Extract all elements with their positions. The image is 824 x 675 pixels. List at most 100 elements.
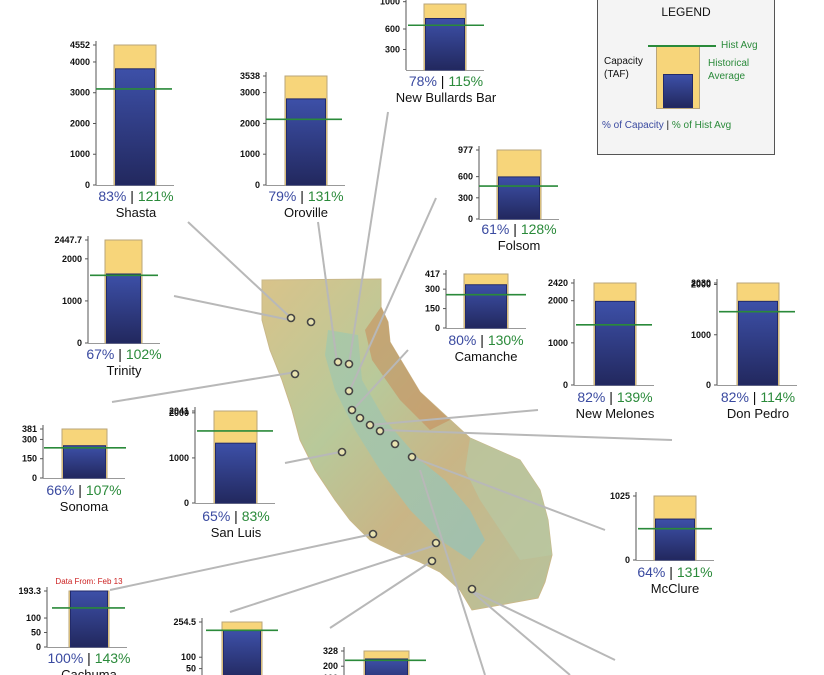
reservoir-name: Shasta xyxy=(116,205,157,220)
reservoir-name: Sonoma xyxy=(60,499,109,514)
tick-label: 0 xyxy=(468,214,473,224)
tick-label: 200 xyxy=(323,661,338,671)
pct-hist-avg: 121% xyxy=(138,188,174,204)
reservoir-name: Oroville xyxy=(284,205,328,220)
tick-label: 2000 xyxy=(548,296,568,306)
tick-label: 254.5 xyxy=(173,617,196,627)
tick-label: 1000 xyxy=(240,149,260,159)
pct-capacity: 83% xyxy=(98,188,126,204)
pct-separator: | xyxy=(126,188,137,204)
storage-bar xyxy=(365,658,408,675)
legend-separator: | xyxy=(666,120,670,131)
reservoir-chart: 2420 2000 1000 0 82% | 139%New Melones xyxy=(548,278,655,421)
pct-hist-avg: 107% xyxy=(86,482,122,498)
tick-label: 0 xyxy=(36,642,41,652)
pct-hist-avg: 102% xyxy=(126,346,162,362)
tick-label: 0 xyxy=(255,180,260,190)
tick-label: 2000 xyxy=(169,408,189,418)
storage-bar xyxy=(215,442,256,504)
tick-label: 381 xyxy=(22,424,37,434)
tick-label: 3538 xyxy=(240,71,260,81)
pct-capacity: 64% xyxy=(637,564,665,580)
tick-label: 150 xyxy=(425,304,440,314)
pct-hist-avg: 139% xyxy=(617,389,653,405)
tick-label: 193.3 xyxy=(18,586,41,596)
storage-bar xyxy=(498,176,540,220)
tick-label: 100 xyxy=(181,652,196,662)
reservoir-name: Don Pedro xyxy=(727,406,789,421)
pct-hist-avg: 115% xyxy=(448,73,483,89)
tick-label: 3000 xyxy=(240,88,260,98)
pct-separator: | xyxy=(749,389,760,405)
pct-label: 82% | 139% xyxy=(577,389,652,405)
tick-label: 4000 xyxy=(70,57,90,67)
pct-label: 79% | 131% xyxy=(268,188,343,204)
reservoir-chart: 254.5 100 50 xyxy=(173,617,278,675)
pct-separator: | xyxy=(114,346,125,362)
tick-label: 0 xyxy=(706,380,711,390)
tick-label: 300 xyxy=(458,193,473,203)
pct-capacity: 82% xyxy=(721,389,749,405)
tick-label: 50 xyxy=(31,628,41,638)
tick-label: 100 xyxy=(26,613,41,623)
tick-label: 2030 xyxy=(691,278,711,288)
tick-label: 300 xyxy=(425,284,440,294)
pct-hist-avg: 83% xyxy=(242,508,270,524)
pct-label: 82% | 114% xyxy=(721,389,795,405)
legend: LEGEND Capacity (TAF) Hist Avg Historica… xyxy=(597,0,775,155)
legend-capacity-swatch xyxy=(656,45,700,109)
pct-label: 83% | 121% xyxy=(98,188,173,204)
pct-separator: | xyxy=(74,482,85,498)
legend-title: LEGEND xyxy=(661,5,711,19)
reservoir-chart: 4552 4000 3000 2000 1000 0 83% | 121%Shasta xyxy=(70,40,174,220)
pct-capacity: 80% xyxy=(448,332,476,348)
legend-hist-avg-line xyxy=(648,45,716,47)
reservoir-name: New Bullards Bar xyxy=(396,90,497,105)
pct-label: 64% | 131% xyxy=(637,564,712,580)
storage-bar xyxy=(595,300,635,386)
pct-capacity: 67% xyxy=(86,346,114,362)
reservoir-name: New Melones xyxy=(576,406,655,421)
pct-label: 80% | 130% xyxy=(448,332,523,348)
pct-hist-avg: 143% xyxy=(95,650,131,666)
storage-bar xyxy=(70,590,108,648)
reservoir-chart: 1000 600 300 78% | 115%New Bullards Bar xyxy=(380,0,497,105)
connector-lines xyxy=(109,111,673,675)
tick-label: 0 xyxy=(563,380,568,390)
reservoir-markers xyxy=(286,313,477,594)
tick-label: 2000 xyxy=(70,118,90,128)
pct-separator: | xyxy=(605,389,616,405)
pct-label: 78% | 115% xyxy=(409,73,483,89)
pct-separator: | xyxy=(509,221,520,237)
tick-label: 600 xyxy=(385,24,400,34)
pct-label: 65% | 83% xyxy=(202,508,269,524)
pct-label: 100% | 143% xyxy=(47,650,130,666)
pct-capacity: 100% xyxy=(47,650,83,666)
pct-label: 67% | 102% xyxy=(86,346,161,362)
reservoir-chart: 417 300 150 0 80% | 130%Camanche xyxy=(425,269,526,364)
central-valley xyxy=(325,330,485,560)
reservoir-chart: 1025 0 64% | 131%McClure xyxy=(610,491,714,596)
tick-label: 1000 xyxy=(548,338,568,348)
tick-label: 3000 xyxy=(70,88,90,98)
tick-label: 2000 xyxy=(62,254,82,264)
storage-bar xyxy=(106,273,141,344)
tick-label: 4552 xyxy=(70,40,90,50)
storage-bar xyxy=(223,630,261,675)
tick-label: 0 xyxy=(184,498,189,508)
tick-label: 1025 xyxy=(610,491,630,501)
reservoir-chart: 3538 3000 2000 1000 0 79% | 131%Oroville xyxy=(240,71,345,220)
storage-bar xyxy=(63,445,106,479)
tick-label: 328 xyxy=(323,646,338,656)
storage-bar xyxy=(425,17,465,71)
pct-hist-avg: 130% xyxy=(488,332,524,348)
pct-hist-avg: 114% xyxy=(760,389,795,405)
tick-label: 1000 xyxy=(691,330,711,340)
reservoir-chart: 977 600 300 0 61% | 128%Folsom xyxy=(458,145,559,253)
pct-hist-avg: 128% xyxy=(521,221,557,237)
pct-label: 61% | 128% xyxy=(481,221,556,237)
legend-capacity-label: Capacity (TAF) xyxy=(604,56,643,80)
reservoir-chart: 328 200 100 xyxy=(323,646,426,675)
pct-separator: | xyxy=(296,188,307,204)
pct-capacity: 82% xyxy=(577,389,605,405)
